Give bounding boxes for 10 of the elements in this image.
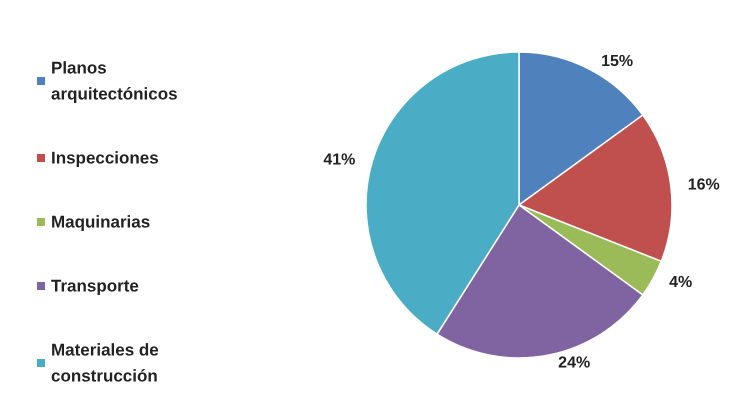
legend-label: Transporte bbox=[51, 276, 139, 296]
data-label: 24% bbox=[558, 354, 590, 372]
data-label: 16% bbox=[688, 176, 720, 194]
legend-label: Materiales de construcción bbox=[51, 340, 164, 386]
legend-label: Inspecciones bbox=[51, 148, 159, 168]
legend-label: Planos arquitectónicos bbox=[51, 58, 178, 104]
data-label: 4% bbox=[669, 274, 692, 292]
legend-label: Maquinarias bbox=[51, 212, 150, 232]
data-label: 15% bbox=[601, 53, 634, 70]
data-label: 41% bbox=[323, 152, 356, 169]
